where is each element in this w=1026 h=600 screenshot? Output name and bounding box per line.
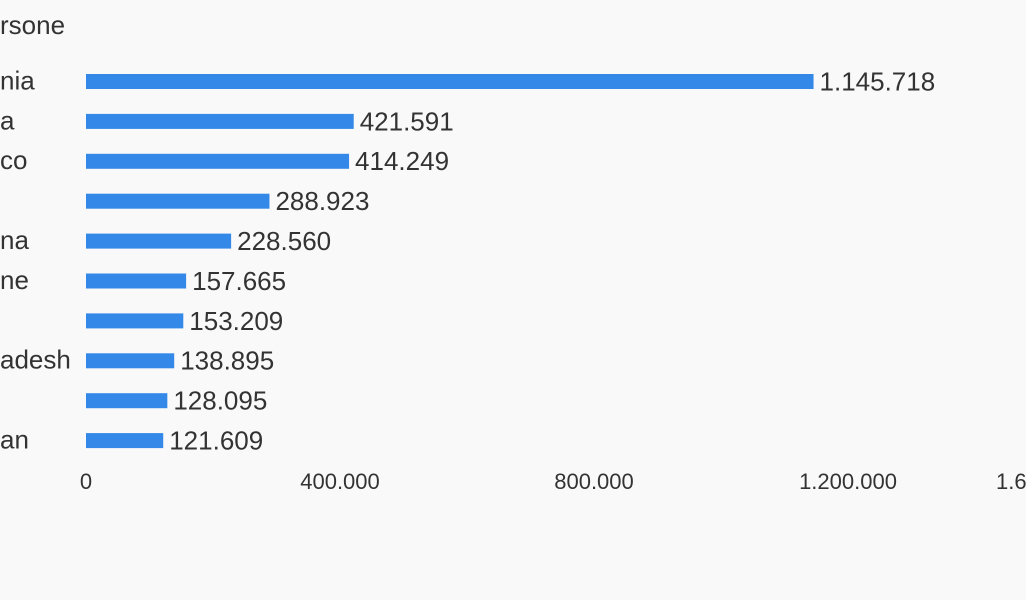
y-tick-label: nia xyxy=(0,65,35,95)
bar xyxy=(86,74,814,89)
chart-title: rsone xyxy=(0,10,65,40)
value-label: 157.665 xyxy=(192,266,286,296)
value-label: 228.560 xyxy=(237,226,331,256)
x-tick-label: 1.200.000 xyxy=(799,469,897,494)
value-label: 1.145.718 xyxy=(820,66,936,96)
bar xyxy=(86,193,270,209)
value-label: 421.591 xyxy=(360,106,454,136)
x-tick-label: 400.000 xyxy=(300,469,380,494)
value-label: 128.095 xyxy=(173,386,267,416)
y-tick-label: na xyxy=(0,225,29,255)
x-tick-label: 800.000 xyxy=(554,469,634,494)
bar xyxy=(86,153,350,169)
bar xyxy=(86,273,187,289)
value-label: 414.249 xyxy=(355,146,449,176)
y-tick-label: a xyxy=(0,105,15,135)
bar xyxy=(86,353,175,369)
bar xyxy=(86,393,168,409)
value-label: 288.923 xyxy=(275,186,369,216)
y-tick-label: an xyxy=(0,424,29,454)
y-tick-label: co xyxy=(0,145,27,175)
bar xyxy=(86,313,184,329)
bar xyxy=(86,433,164,449)
x-tick-label: 1.600.000 xyxy=(996,469,1026,494)
value-label: 121.609 xyxy=(169,425,263,455)
bar xyxy=(86,233,232,249)
value-label: 138.895 xyxy=(180,346,274,376)
x-tick-label: 0 xyxy=(80,469,92,494)
y-tick-label: adesh xyxy=(0,345,71,375)
y-tick-label: ne xyxy=(0,265,29,295)
value-label: 153.209 xyxy=(189,306,283,336)
bar xyxy=(86,113,354,129)
